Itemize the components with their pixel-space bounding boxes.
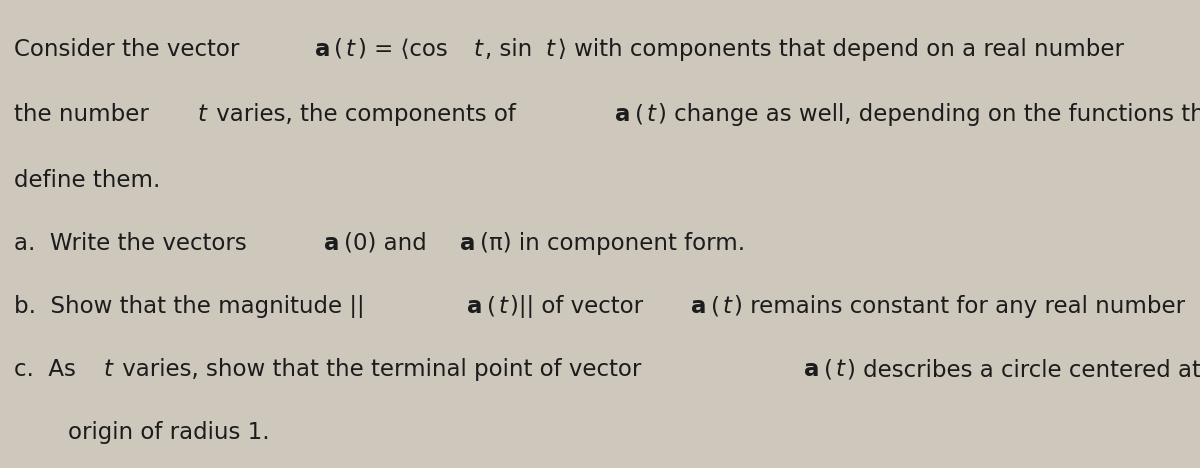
Text: a: a xyxy=(691,295,707,318)
Text: (π) in component form.: (π) in component form. xyxy=(480,232,745,255)
Text: t: t xyxy=(835,358,845,381)
Text: ) remains constant for any real number: ) remains constant for any real number xyxy=(734,295,1193,318)
Text: a.  Write the vectors: a. Write the vectors xyxy=(14,232,254,255)
Text: (: ( xyxy=(823,358,833,381)
Text: b.  Show that the magnitude ||: b. Show that the magnitude || xyxy=(14,295,365,318)
Text: t: t xyxy=(474,37,482,61)
Text: (: ( xyxy=(487,295,496,318)
Text: a: a xyxy=(467,295,482,318)
Text: a: a xyxy=(460,232,475,255)
Text: t: t xyxy=(722,295,732,318)
Text: varies, show that the terminal point of vector: varies, show that the terminal point of … xyxy=(115,358,649,381)
Text: , sin: , sin xyxy=(485,37,533,61)
Text: a: a xyxy=(804,358,820,381)
Text: origin of radius 1.: origin of radius 1. xyxy=(68,421,270,445)
Text: ) change as well, depending on the functions that: ) change as well, depending on the funct… xyxy=(658,103,1200,126)
Text: (: ( xyxy=(335,37,343,61)
Text: define them.: define them. xyxy=(14,168,161,192)
Text: t: t xyxy=(198,103,206,126)
Text: (0) and: (0) and xyxy=(344,232,434,255)
Text: t: t xyxy=(346,37,355,61)
Text: )|| of vector: )|| of vector xyxy=(510,295,650,318)
Text: ⟩ with components that depend on a real number: ⟩ with components that depend on a real … xyxy=(558,37,1130,61)
Text: (: ( xyxy=(710,295,720,318)
Text: a: a xyxy=(314,37,330,61)
Text: ) = ⟨cos: ) = ⟨cos xyxy=(358,37,448,61)
Text: t: t xyxy=(646,103,655,126)
Text: (: ( xyxy=(635,103,643,126)
Text: a: a xyxy=(614,103,630,126)
Text: varies, the components of: varies, the components of xyxy=(209,103,523,126)
Text: t: t xyxy=(103,358,113,381)
Text: ) describes a circle centered at the: ) describes a circle centered at the xyxy=(847,358,1200,381)
Text: t: t xyxy=(498,295,508,318)
Text: the number: the number xyxy=(14,103,156,126)
Text: a: a xyxy=(324,232,340,255)
Text: Consider the vector: Consider the vector xyxy=(14,37,247,61)
Text: c.  As: c. As xyxy=(14,358,84,381)
Text: t: t xyxy=(546,37,556,61)
